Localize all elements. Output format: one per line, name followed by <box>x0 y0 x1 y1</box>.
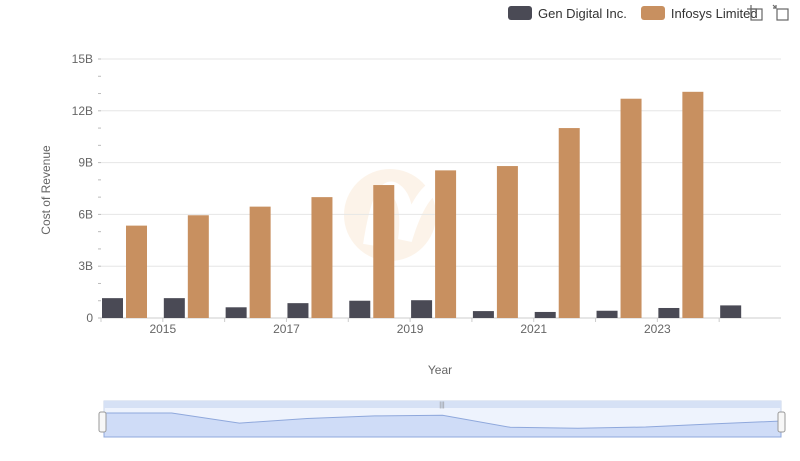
zoom-select-icon[interactable] <box>746 4 764 22</box>
x-tick-label: 2015 <box>149 322 176 336</box>
x-tick-label: 2023 <box>644 322 671 336</box>
y-tick-label: 15B <box>72 52 93 66</box>
navigator-grip-icon[interactable]: ||| <box>439 402 445 409</box>
x-axis-title: Year <box>428 363 452 377</box>
x-axis: 2015 2017 2019 2021 2023 <box>100 318 720 336</box>
legend: Gen Digital Inc. Infosys Limited <box>508 4 758 22</box>
bar-gen-digital[interactable] <box>472 311 494 318</box>
bar-gen-digital[interactable] <box>534 311 556 318</box>
x-tick-label: 2019 <box>397 322 424 336</box>
bar-gen-digital[interactable] <box>411 300 433 318</box>
legend-swatch-gen-digital <box>508 6 532 20</box>
legend-label-infosys: Infosys Limited <box>670 5 758 21</box>
bar-infosys[interactable] <box>187 215 209 318</box>
bar-infosys[interactable] <box>126 225 147 318</box>
navigator-scrollbar[interactable] <box>104 401 781 408</box>
legend-item-infosys[interactable]: Infosys Limited <box>640 5 758 21</box>
x-tick-label: 2021 <box>520 322 547 336</box>
legend-item-gen-digital[interactable]: Gen Digital Inc. <box>508 6 627 21</box>
zoom-reset-icon[interactable] <box>772 4 790 22</box>
bar-gen-digital[interactable] <box>102 298 123 318</box>
bar-gen-digital[interactable] <box>720 305 742 318</box>
bar-gen-digital[interactable] <box>163 298 185 318</box>
bar-gen-digital[interactable] <box>658 307 680 318</box>
y-tick-label: 6B <box>78 207 93 221</box>
bar-infosys[interactable] <box>311 197 333 318</box>
bar-infosys[interactable] <box>558 128 580 318</box>
bar-gen-digital[interactable] <box>287 303 309 318</box>
y-tick-label: 9B <box>78 156 93 170</box>
legend-swatch-infosys <box>640 6 665 20</box>
range-navigator[interactable]: ||| <box>98 400 786 438</box>
bar-infosys[interactable] <box>496 166 518 318</box>
y-axis-title: Cost of Revenue <box>39 145 53 235</box>
chart-toolbar <box>746 4 790 22</box>
legend-label-gen-digital: Gen Digital Inc. <box>538 5 627 21</box>
y-tick-label: 3B <box>78 259 93 273</box>
bar-infosys[interactable] <box>435 170 457 318</box>
y-tick-label: 12B <box>72 104 93 118</box>
y-axis: 0 3B 6B 9B 12B 15B <box>72 52 101 325</box>
bar-infosys[interactable] <box>373 185 395 318</box>
bar-gen-digital[interactable] <box>596 310 618 318</box>
navigator-handle-right[interactable] <box>777 411 786 433</box>
y-tick-label: 0 <box>86 311 93 325</box>
navigator-handle-left[interactable] <box>98 411 107 433</box>
bars <box>102 91 742 318</box>
x-tick-label: 2017 <box>273 322 300 336</box>
navigator-series-area <box>103 412 782 438</box>
bar-infosys[interactable] <box>682 91 704 318</box>
bar-gen-digital[interactable] <box>349 300 371 318</box>
bar-infosys[interactable] <box>249 206 271 318</box>
bar-gen-digital[interactable] <box>225 307 247 318</box>
bar-infosys[interactable] <box>620 98 642 318</box>
